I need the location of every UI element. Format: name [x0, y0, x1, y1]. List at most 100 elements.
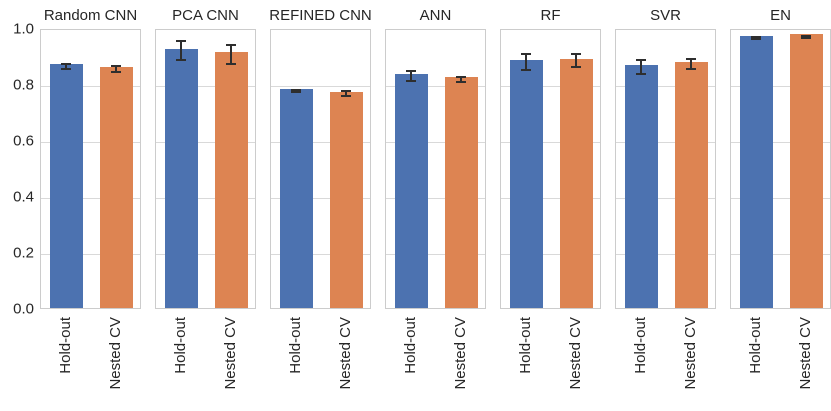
y-tick-label-0-6: 0.6: [13, 132, 34, 150]
gridline: [731, 254, 830, 255]
error-bar-nested-cv-svr: [686, 57, 696, 71]
error-bar-nested-cv-pca-cnn: [226, 44, 236, 65]
error-bar-cap-bottom: [521, 68, 531, 71]
error-bar-nested-cv-random-cnn: [111, 65, 121, 73]
bar-hold-out-en: [740, 36, 773, 308]
x-tick-label-hold-out: Hold-out: [517, 317, 534, 374]
x-axis-tick-labels: Hold-out Nested CV: [615, 311, 716, 411]
x-tick-label-hold-out: Hold-out: [57, 317, 74, 374]
bar-hold-out-ann: [395, 74, 428, 308]
bar-hold-out-random-cnn: [50, 64, 83, 308]
x-axis-tick-labels: Hold-out Nested CV: [40, 311, 141, 411]
gridline: [156, 254, 255, 255]
subplot-title-random-cnn: Random CNN: [43, 7, 138, 24]
subplot-title-ann: ANN: [419, 7, 452, 24]
gridline: [41, 142, 140, 143]
error-bar-cap-top: [341, 90, 351, 93]
error-bar-cap-top: [61, 63, 71, 66]
subplot-svr: SVR Hold-out Nested CV: [615, 7, 716, 390]
error-bar-nested-cv-en: [801, 34, 811, 39]
y-tick-label-0-0: 0.0: [13, 300, 34, 318]
error-bar-line: [230, 44, 232, 65]
error-bar-hold-out-refined-cnn: [291, 89, 301, 94]
error-bar-cap-top: [801, 34, 811, 37]
error-bar-hold-out-en: [751, 35, 761, 41]
error-bar-line: [525, 53, 527, 71]
error-bar-hold-out-random-cnn: [61, 63, 71, 70]
gridline: [731, 86, 830, 87]
plot-area-refined-cnn: [270, 29, 371, 309]
error-bar-hold-out-ann: [406, 70, 416, 82]
x-axis-tick-labels: Hold-out Nested CV: [730, 311, 831, 411]
bar-nested-cv-random-cnn: [100, 67, 133, 308]
bar-nested-cv-refined-cnn: [330, 92, 363, 308]
plot-area-random-cnn: [40, 29, 141, 309]
error-bar-line: [755, 35, 757, 41]
bar-nested-cv-rf: [560, 59, 593, 308]
gridline: [271, 254, 370, 255]
error-bar-line: [575, 53, 577, 68]
subplot-title-en: EN: [770, 7, 791, 24]
error-bar-cap-bottom: [111, 70, 121, 73]
gridline: [731, 142, 830, 143]
error-bar-cap-top: [636, 59, 646, 62]
error-bar-line: [115, 65, 117, 73]
bar-hold-out-rf: [510, 60, 543, 308]
y-tick-label-0-4: 0.4: [13, 188, 34, 206]
subplot-ann: ANN Hold-out Nested CV: [385, 7, 486, 390]
error-bar-line: [345, 90, 347, 97]
bar-nested-cv-svr: [675, 62, 708, 308]
subplot-title-pca-cnn: PCA CNN: [172, 7, 239, 24]
x-tick-label-nested-cv: Nested CV: [452, 317, 469, 390]
bar-nested-cv-pca-cnn: [215, 52, 248, 308]
gridline: [156, 86, 255, 87]
plot-area-ann: [385, 29, 486, 309]
y-tick-label-0-8: 0.8: [13, 76, 34, 94]
error-bar-cap-top: [456, 75, 466, 78]
error-bar-cap-top: [111, 65, 121, 67]
error-bar-cap-bottom: [456, 80, 466, 83]
x-tick-label-hold-out: Hold-out: [402, 317, 419, 374]
x-axis-tick-labels: Hold-out Nested CV: [500, 311, 601, 411]
gridline: [41, 86, 140, 87]
x-tick-label-hold-out: Hold-out: [632, 317, 649, 374]
error-bar-cap-bottom: [406, 79, 416, 82]
gridline: [386, 142, 485, 143]
subplot-title-rf: RF: [540, 7, 561, 24]
subplot-title-refined-cnn: REFINED CNN: [269, 7, 372, 24]
x-tick-label-nested-cv: Nested CV: [222, 317, 239, 390]
gridline: [616, 254, 715, 255]
gridline: [501, 86, 600, 87]
gridline: [41, 198, 140, 199]
error-bar-cap-top: [751, 35, 761, 38]
subplot-refined-cnn: REFINED CNN Hold-out Nested CV: [269, 7, 372, 390]
x-tick-label-nested-cv: Nested CV: [107, 317, 124, 390]
error-bar-cap-bottom: [341, 94, 351, 97]
error-bar-hold-out-rf: [521, 53, 531, 71]
error-bar-line: [180, 40, 182, 62]
error-bar-cap-top: [521, 53, 531, 56]
gridline: [501, 142, 600, 143]
gridline: [501, 254, 600, 255]
x-tick-label-nested-cv: Nested CV: [337, 317, 354, 390]
error-bar-cap-top: [686, 57, 696, 60]
y-tick-label-0-2: 0.2: [13, 244, 34, 262]
x-tick-label-nested-cv: Nested CV: [797, 317, 814, 390]
error-bar-cap-bottom: [226, 62, 236, 65]
error-bar-cap-bottom: [291, 91, 301, 94]
error-bar-nested-cv-rf: [571, 53, 581, 68]
error-bar-nested-cv-ann: [456, 75, 466, 83]
plot-area-svr: [615, 29, 716, 309]
error-bar-cap-bottom: [751, 38, 761, 41]
x-tick-label-hold-out: Hold-out: [747, 317, 764, 374]
x-axis-tick-labels: Hold-out Nested CV: [270, 311, 371, 411]
bar-hold-out-refined-cnn: [280, 89, 313, 308]
x-axis-tick-labels: Hold-out Nested CV: [155, 311, 256, 411]
plot-area-rf: [500, 29, 601, 309]
bar-nested-cv-ann: [445, 77, 478, 308]
error-bar-cap-bottom: [801, 36, 811, 39]
error-bar-cap-top: [176, 40, 186, 43]
x-axis-tick-labels: Hold-out Nested CV: [385, 311, 486, 411]
subplot-title-svr: SVR: [650, 7, 681, 24]
